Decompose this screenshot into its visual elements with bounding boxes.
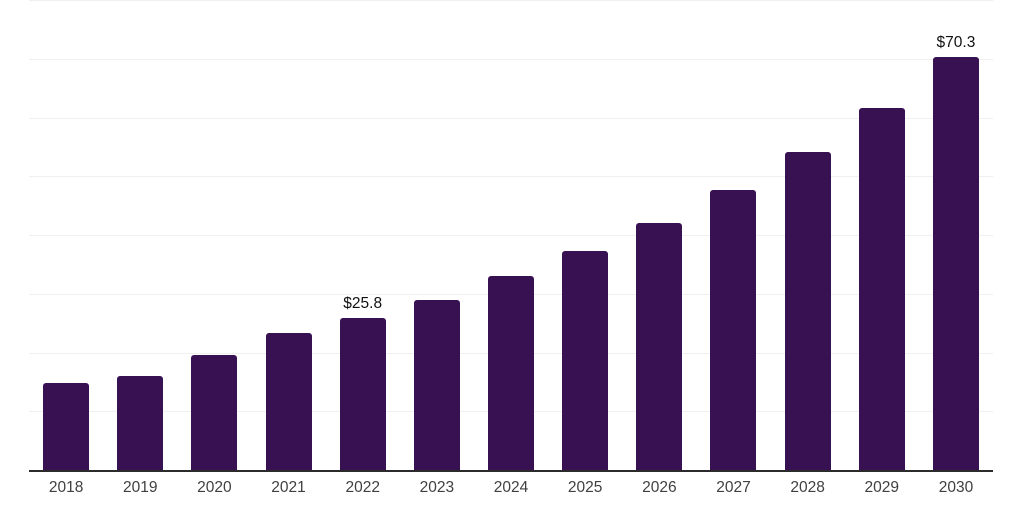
plot-area: $25.8 $70.3 [29, 0, 993, 472]
data-label-2022: $25.8 [343, 295, 383, 313]
bar-slot-2027 [696, 0, 770, 470]
bar-2029 [858, 108, 905, 470]
bars-container: $25.8 $70.3 [29, 0, 993, 470]
bar-slot-2029 [845, 0, 919, 470]
x-tick-2018: 2018 [48, 479, 84, 496]
gridline-50 [29, 176, 993, 178]
gridline-40 [29, 235, 993, 236]
x-tick-2021: 2021 [271, 479, 306, 496]
bar-2020 [191, 354, 238, 470]
gridline-60 [29, 117, 993, 119]
x-tick-2030: 2030 [938, 479, 974, 496]
bar-2021 [265, 333, 312, 470]
bar-slot-2028 [771, 0, 845, 470]
bar-slot-2020 [177, 0, 251, 470]
x-tick-2019: 2019 [122, 479, 158, 496]
bar-2025 [562, 251, 609, 470]
bar-slot-2019 [103, 0, 177, 470]
bar-slot-2021 [251, 0, 325, 470]
bar-2022 [339, 318, 386, 470]
bar-2028 [784, 151, 831, 470]
bar-slot-2023 [400, 0, 474, 470]
x-tick-2024: 2024 [493, 479, 529, 496]
x-tick-2028: 2028 [790, 479, 825, 496]
data-label-2030: $70.3 [936, 34, 976, 51]
bar-2026 [636, 223, 683, 470]
bar-slot-2025 [548, 0, 622, 470]
bar-2019 [117, 376, 164, 470]
bar-2030 [932, 57, 979, 470]
bar-2027 [710, 190, 757, 470]
bar-slot-2024 [474, 0, 548, 470]
x-tick-2020: 2020 [197, 479, 232, 496]
x-tick-2022: 2022 [345, 479, 380, 496]
bar-slot-2030: $70.3 [919, 0, 993, 470]
bar-2023 [413, 299, 460, 470]
x-axis-labels: 2018 2019 2020 2021 2022 2023 2024 2025 2026 2027… [29, 479, 993, 497]
x-tick-2029: 2029 [864, 479, 900, 496]
x-tick-2023: 2023 [419, 479, 455, 496]
bar-slot-2022: $25.8 [326, 0, 400, 470]
bar-2024 [488, 276, 535, 470]
bar-slot-2018 [29, 0, 103, 470]
bar-2018 [43, 383, 90, 470]
bar-slot-2026 [622, 0, 696, 470]
x-tick-2027: 2027 [716, 479, 751, 496]
gridline-70 [29, 58, 993, 60]
x-tick-2026: 2026 [642, 479, 677, 496]
x-tick-2025: 2025 [567, 479, 603, 496]
gridline-80 [29, 0, 993, 1]
